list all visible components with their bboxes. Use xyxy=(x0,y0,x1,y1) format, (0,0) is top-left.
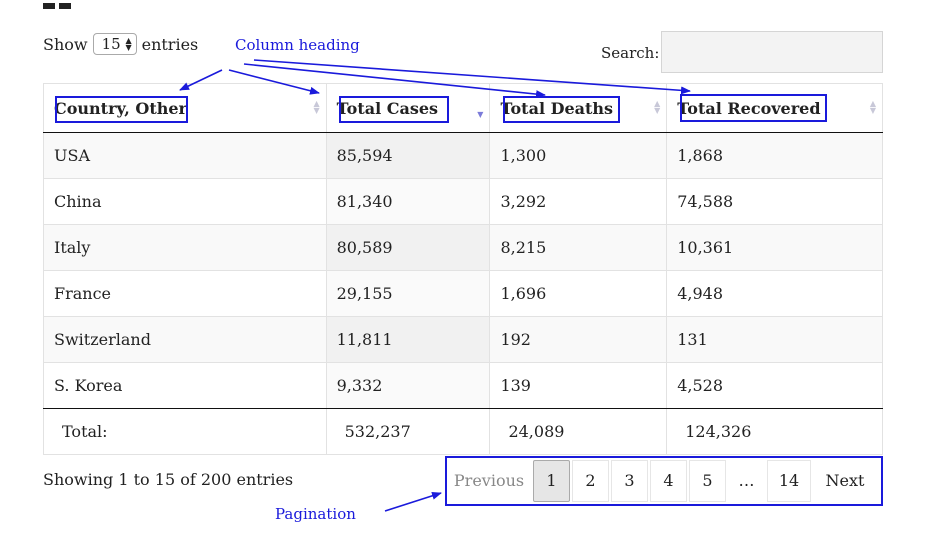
page-length-select[interactable]: 15 ▲ ▼ xyxy=(92,33,137,55)
sort-both-icon: ▲ ▼ xyxy=(654,98,661,115)
cell-country: Switzerland xyxy=(43,316,327,363)
annotation-pagination: Pagination xyxy=(275,505,356,523)
pagination: Previous 1 2 3 4 5 … 14 Next xyxy=(447,458,879,503)
cell-total-recovered: 4,948 xyxy=(666,270,883,317)
cell-country: Italy xyxy=(43,224,327,271)
table-info: Showing 1 to 15 of 200 entries xyxy=(43,470,294,489)
page-button-4[interactable]: 4 xyxy=(650,459,687,502)
next-page-button[interactable]: Next xyxy=(825,471,865,490)
sort-both-icon: ▲ ▼ xyxy=(313,98,320,115)
cell-total-deaths: 1,696 xyxy=(489,270,667,317)
truncated-title-fragment xyxy=(43,0,79,9)
table-row: China 81,340 3,292 74,588 xyxy=(43,178,883,225)
cell-total-recovered: 131 xyxy=(666,316,883,363)
cell-total-deaths: 1,300 xyxy=(489,132,667,179)
cell-total-recovered: 10,361 xyxy=(666,224,883,271)
cell-total-cases: 81,340 xyxy=(325,178,490,225)
cell-total-deaths: 139 xyxy=(489,362,667,409)
page-button-3[interactable]: 3 xyxy=(611,459,648,502)
highlight-box-total-recovered xyxy=(680,94,827,122)
entries-label: entries xyxy=(141,34,199,54)
cell-total-cases: 11,811 xyxy=(325,316,490,363)
footer-total-cases: 532,237 xyxy=(325,408,490,455)
data-table: Country, Other ▲▼ Total Cases ▲▼ Total D… xyxy=(43,83,883,455)
table-footer-row: Total: 532,237 24,089 124,326 xyxy=(43,408,883,455)
page-button-5[interactable]: 5 xyxy=(689,459,726,502)
page-length-control: Show 15 ▲ ▼ entries xyxy=(43,33,198,55)
cell-total-cases: 80,589 xyxy=(325,224,490,271)
search-input[interactable] xyxy=(661,31,883,73)
column-header-label: Country, Other xyxy=(54,98,187,118)
column-header-label: Total Cases xyxy=(336,98,439,118)
cell-total-recovered: 1,868 xyxy=(666,132,883,179)
page-length-value: 15 xyxy=(101,35,121,53)
search-label: Search: xyxy=(601,44,660,62)
table-row: S. Korea 9,332 139 4,528 xyxy=(43,362,883,409)
cell-total-deaths: 192 xyxy=(489,316,667,363)
cell-total-cases: 9,332 xyxy=(325,362,490,409)
footer-total-recovered: 124,326 xyxy=(666,408,883,455)
arrow-to-pagination xyxy=(384,491,442,512)
table-row: Italy 80,589 8,215 10,361 xyxy=(43,224,883,271)
sort-descending-icon: ▲▼ xyxy=(477,109,484,119)
page-button-1[interactable]: 1 xyxy=(533,459,570,502)
cell-country: USA xyxy=(43,132,327,179)
cell-total-deaths: 3,292 xyxy=(489,178,667,225)
cell-total-cases: 29,155 xyxy=(325,270,490,317)
cell-total-recovered: 4,528 xyxy=(666,362,883,409)
table-row: USA 85,594 1,300 1,868 xyxy=(43,132,883,179)
cell-country: China xyxy=(43,178,327,225)
cell-country: France xyxy=(43,270,327,317)
cell-total-cases: 85,594 xyxy=(325,132,490,179)
annotation-column-heading: Column heading xyxy=(235,36,360,54)
select-updown-icon: ▲ ▼ xyxy=(125,36,132,52)
highlight-box-country xyxy=(55,96,188,123)
footer-total-label: Total: xyxy=(43,408,327,455)
column-header-label: Total Recovered xyxy=(677,98,821,118)
column-header-total-recovered[interactable]: Total Recovered ▲ ▼ xyxy=(666,83,883,133)
column-header-label: Total Deaths xyxy=(500,98,614,118)
highlight-box-total-cases xyxy=(339,96,449,123)
page-button-14[interactable]: 14 xyxy=(767,459,811,502)
table-row: Switzerland 11,811 192 131 xyxy=(43,316,883,363)
page-button-2[interactable]: 2 xyxy=(572,459,609,502)
highlight-box-pagination xyxy=(445,456,883,506)
sort-both-icon: ▲ ▼ xyxy=(869,98,876,115)
footer-total-deaths: 24,089 xyxy=(489,408,667,455)
pagination-ellipsis: … xyxy=(738,471,755,490)
table-row: France 29,155 1,696 4,948 xyxy=(43,270,883,317)
cell-total-deaths: 8,215 xyxy=(489,224,667,271)
show-label: Show xyxy=(43,34,88,54)
cell-country: S. Korea xyxy=(43,362,327,409)
cell-total-recovered: 74,588 xyxy=(666,178,883,225)
previous-page-button[interactable]: Previous xyxy=(453,471,525,490)
highlight-box-total-deaths xyxy=(503,96,620,123)
